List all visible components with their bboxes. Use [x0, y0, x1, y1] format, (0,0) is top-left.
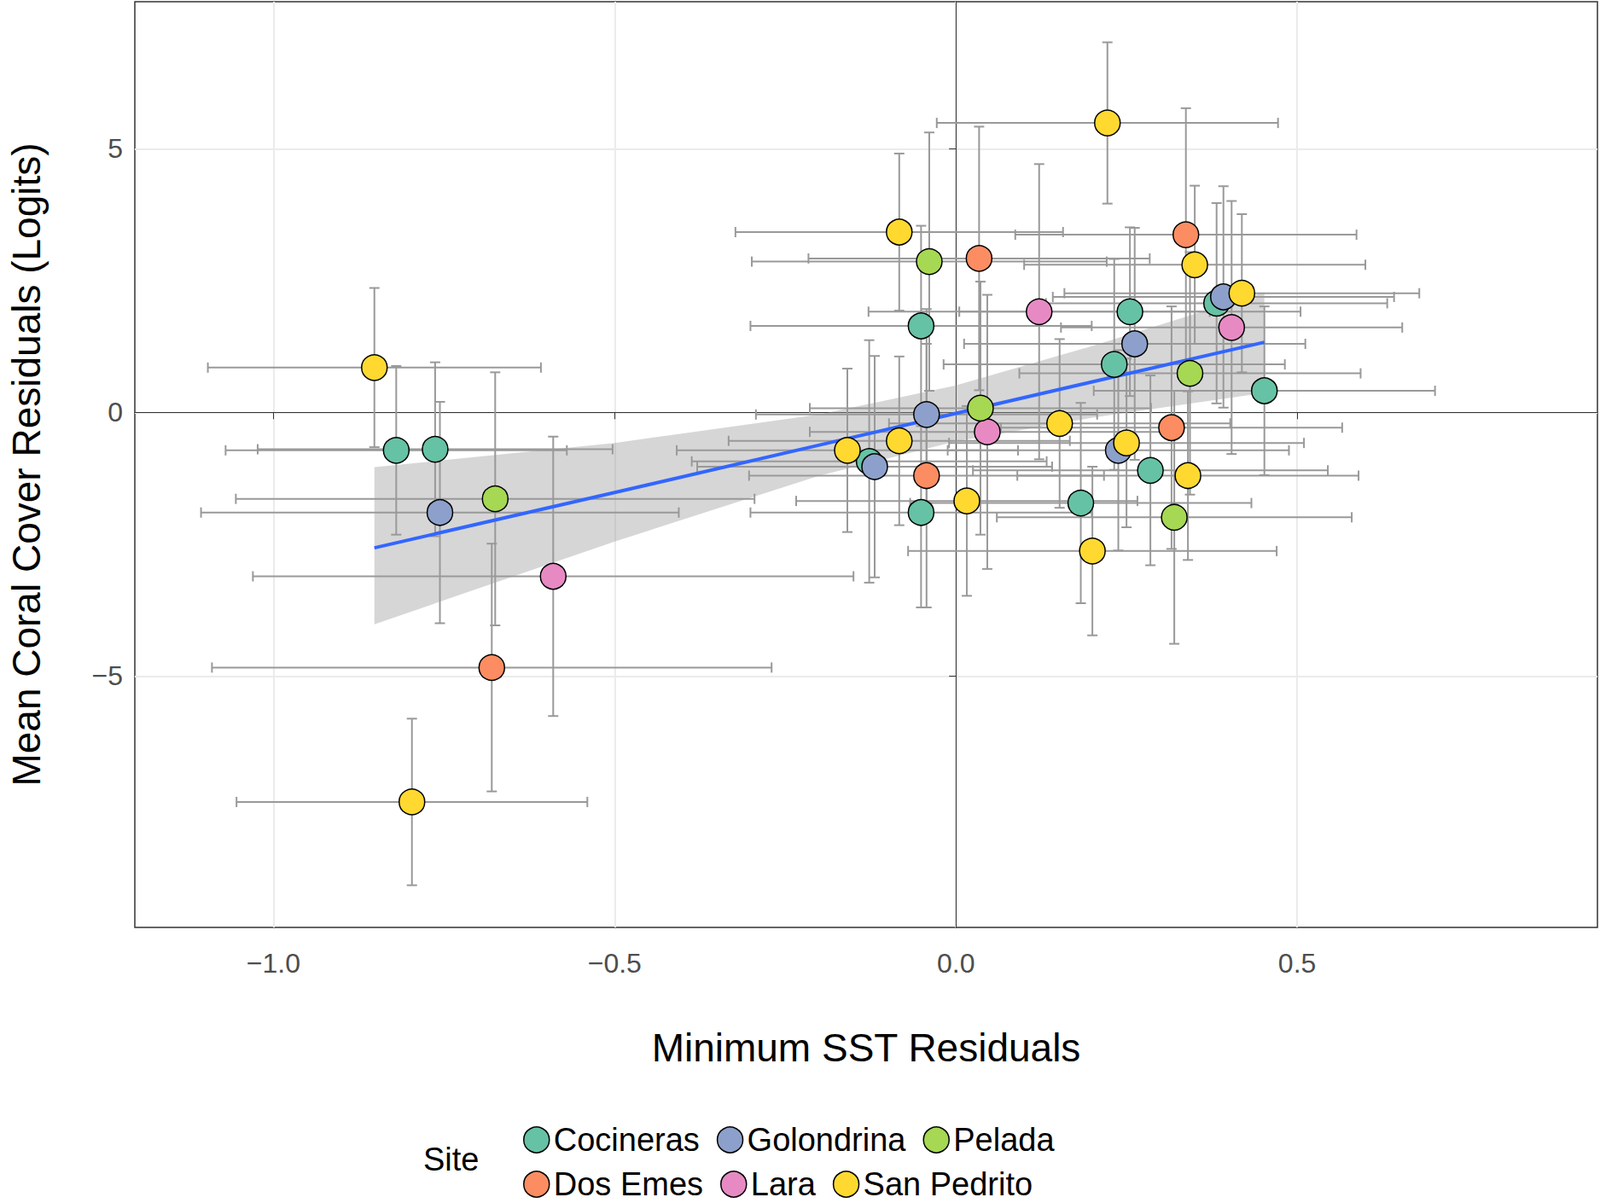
- svg-text:Cocineras: Cocineras: [553, 1122, 700, 1158]
- svg-text:Mean Coral Cover Residuals (Lo: Mean Coral Cover Residuals (Logits): [4, 142, 49, 786]
- svg-text:Dos Emes: Dos Emes: [553, 1166, 704, 1203]
- svg-text:Pelada: Pelada: [953, 1122, 1055, 1158]
- svg-text:0.0: 0.0: [936, 948, 975, 979]
- svg-text:Lara: Lara: [750, 1166, 817, 1203]
- svg-text:−5: −5: [92, 660, 123, 692]
- svg-text:0.5: 0.5: [1278, 948, 1316, 979]
- svg-text:Golondrina: Golondrina: [747, 1122, 908, 1158]
- svg-text:5: 5: [107, 133, 123, 164]
- svg-text:Site: Site: [423, 1141, 479, 1178]
- svg-text:San Pedrito: San Pedrito: [863, 1166, 1034, 1203]
- svg-text:−0.5: −0.5: [587, 948, 642, 979]
- svg-text:0: 0: [107, 396, 123, 428]
- svg-text:−1.0: −1.0: [246, 948, 301, 979]
- svg-text:Minimum SST Residuals: Minimum SST Residuals: [651, 1025, 1082, 1071]
